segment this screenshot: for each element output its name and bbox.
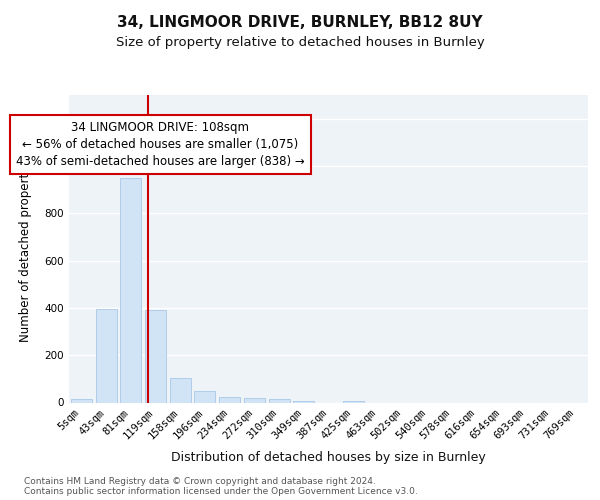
Bar (194, 390, 215, 402)
Text: Size of property relative to detached houses in Burnley: Size of property relative to detached ho… (116, 36, 484, 49)
Y-axis label: Number of detached properties: Number of detached properties (19, 156, 32, 342)
Bar (145, 310, 166, 402)
Text: 34, LINGMOOR DRIVE, BURNLEY, BB12 8UY: 34, LINGMOOR DRIVE, BURNLEY, BB12 8UY (117, 15, 483, 30)
Text: 34 LINGMOOR DRIVE: 108sqm
← 56% of detached houses are smaller (1,075)
43% of se: 34 LINGMOOR DRIVE: 108sqm ← 56% of detac… (16, 121, 305, 168)
Bar (269, 399, 290, 402)
Text: Contains HM Land Registry data © Crown copyright and database right 2024.: Contains HM Land Registry data © Crown c… (24, 476, 376, 486)
Bar (170, 378, 191, 402)
Bar (95, 309, 116, 402)
Bar (120, 178, 141, 402)
Bar (244, 398, 265, 402)
Bar (219, 396, 240, 402)
Text: Contains public sector information licensed under the Open Government Licence v3: Contains public sector information licen… (24, 486, 418, 496)
Bar (71, 399, 92, 402)
Text: Distribution of detached houses by size in Burnley: Distribution of detached houses by size … (172, 451, 486, 464)
